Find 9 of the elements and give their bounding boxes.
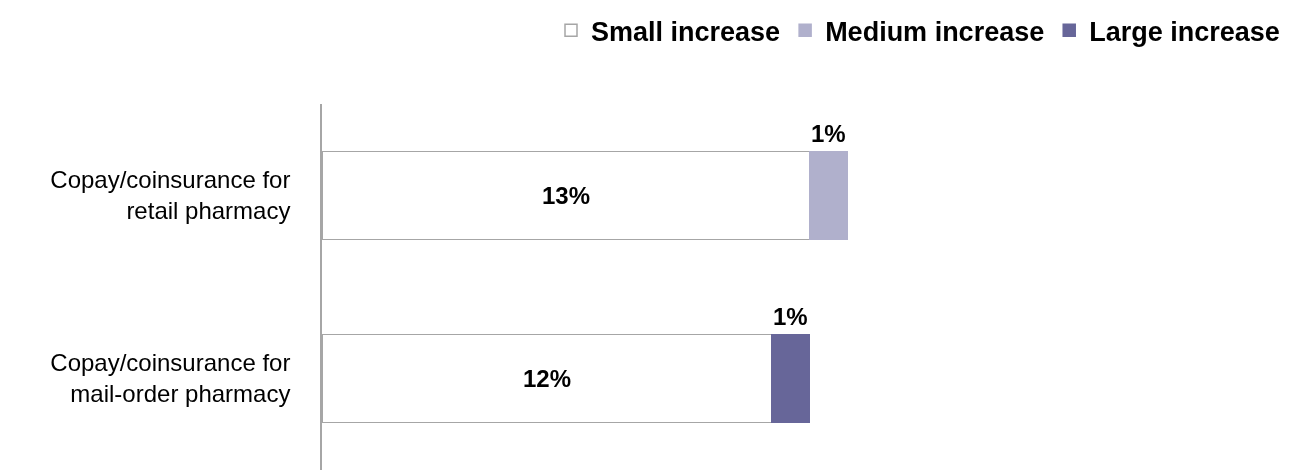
data-label: 1% [811, 120, 846, 147]
data-label: 12% [523, 365, 572, 392]
legend-label: Medium increase [825, 16, 1045, 47]
data-label: 13% [542, 182, 591, 209]
legend-label: Small increase [591, 16, 781, 47]
y-tick-label: Copay/coinsurance for retail pharmacy [50, 166, 291, 225]
data-label: 1% [773, 303, 808, 330]
y-tick-label: Copay/coinsurance for mail-order pharmacy [50, 349, 291, 408]
legend-label: Large increase [1089, 16, 1280, 47]
